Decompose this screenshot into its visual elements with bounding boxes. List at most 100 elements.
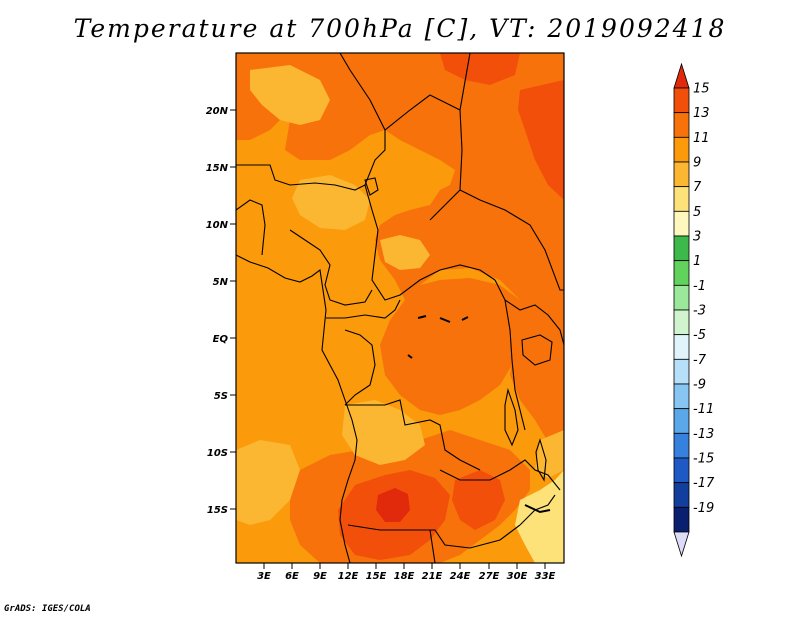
map-title: Temperature at 700hPa [C], VT: 201909241…: [73, 14, 727, 43]
lon-axis: 3E 6E 9E 12E 15E 18E 21E 24E 27E 30E 33E: [257, 563, 556, 582]
lon-label-18e: 18E: [394, 571, 415, 582]
border-gabon-congo: [326, 299, 401, 319]
border-central: [364, 184, 496, 301]
border-angola-namibia: [347, 524, 521, 549]
border-lakes: [504, 299, 564, 346]
colorbar-swatch: [673, 260, 690, 286]
colorbar-label: -11: [693, 402, 714, 417]
colorbar-swatch: [673, 112, 690, 138]
colorbar-label: -15: [693, 452, 714, 467]
temperature-map: [236, 53, 564, 563]
field-cool-southwest: [342, 400, 425, 465]
colorbar-label: -5: [693, 328, 706, 343]
colorbar-swatch: [673, 383, 690, 410]
colorbar-label: -3: [693, 304, 706, 319]
colorbar-swatch: [673, 186, 690, 212]
colorbar-label: -17: [693, 476, 715, 491]
colorbar-swatch: [673, 284, 690, 311]
colorbar-label: 5: [693, 205, 701, 220]
colorbar-swatch: [673, 210, 690, 237]
lat-label-15n: 15N: [206, 163, 229, 174]
colorbar-label: -19: [693, 501, 714, 516]
lon-label-6e: 6E: [285, 571, 299, 582]
lon-label-21e: 21E: [422, 571, 443, 582]
colorbar-label: -9: [693, 378, 706, 393]
colorbar-arrow-top: [673, 62, 690, 89]
lake-malawi: [535, 438, 547, 482]
lat-label-5s: 5S: [214, 391, 228, 402]
border-sudan-east: [459, 189, 564, 291]
field-cool-east-edge: [535, 430, 564, 478]
colorbar-swatch: [673, 309, 690, 336]
colorbar-swatch: [673, 235, 690, 262]
lon-label-27e: 27E: [479, 571, 500, 582]
colorbar-swatch: [673, 457, 690, 484]
field-cool-mid: [380, 235, 430, 270]
lat-label-10n: 10N: [206, 220, 229, 231]
colorbar-swatch: [673, 87, 690, 114]
lon-label-24e: 24E: [450, 571, 471, 582]
colorbar-label: -1: [693, 279, 706, 294]
lon-label-12e: 12E: [338, 571, 359, 582]
border-west-inner: [236, 199, 266, 256]
border-drc-angola: [345, 399, 481, 471]
border-chad-sudan: [459, 53, 471, 111]
lake-chad: [364, 177, 379, 196]
colorbar-label: -7: [693, 353, 707, 368]
border-zambia: [439, 459, 561, 491]
map-frame: [235, 52, 565, 564]
colorbar-label: 13: [693, 106, 710, 121]
colorbar-swatch: [673, 161, 690, 188]
lon-label-33e: 33E: [535, 571, 556, 582]
field-peak-south: [376, 488, 410, 522]
colorbar-swatch: [673, 432, 690, 459]
lat-label-15s: 15S: [207, 505, 228, 516]
lat-label-eq: EQ: [213, 334, 229, 345]
colorbar-label: 7: [693, 180, 702, 195]
colorbar-swatch: [673, 136, 690, 163]
colorbar-label: 1: [693, 254, 701, 269]
colorbar-swatch: [673, 482, 690, 508]
colorbar-label: 3: [693, 230, 701, 245]
field-cool-northwest: [250, 65, 330, 125]
field-coolest-southeast: [515, 470, 564, 563]
colorbar-label: 15: [693, 82, 710, 97]
field-warm-east: [510, 300, 564, 450]
colorbar-swatch: [673, 358, 690, 385]
field-cool-low: [236, 440, 300, 525]
field-hot-northeast: [518, 80, 564, 200]
colorbar-label: 9: [693, 156, 701, 171]
border-nigeria-cameroon: [289, 229, 373, 306]
lat-label-10s: 10S: [207, 448, 228, 459]
colorbar: 15 13 11 9 7 5 3 1 -1 -3 -5 -7 -9 -11 -13 -15 -17 -19: [673, 62, 715, 558]
border-mozambique: [519, 494, 556, 526]
colorbar-swatch: [673, 506, 690, 533]
border-north-2: [384, 94, 463, 221]
field-warm-center: [380, 278, 525, 415]
field-hot-southeast: [452, 470, 505, 530]
lat-label-5n: 5N: [213, 277, 229, 288]
grads-credit: GrADS: IGES/COLA: [4, 604, 91, 614]
lon-label-3e: 3E: [257, 571, 271, 582]
borders: [236, 53, 564, 563]
colorbar-swatch: [673, 334, 690, 360]
border-drc-west: [344, 329, 376, 406]
colorbar-arrow-bottom: [673, 531, 690, 558]
colorbar-label: 11: [693, 131, 710, 146]
lake-tanganyika: [504, 387, 519, 447]
basin-lake-marks: [407, 315, 551, 514]
lat-axis: 20N 15N 10N 5N EQ 5S 10S 15S: [206, 106, 236, 516]
colorbar-swatch: [673, 408, 690, 434]
field-hot-top: [440, 53, 520, 85]
border-south: [429, 529, 436, 563]
border-north-1: [236, 53, 386, 191]
colorbar-label: -13: [693, 427, 714, 442]
lat-label-20n: 20N: [206, 106, 229, 117]
lon-label-30e: 30E: [507, 571, 528, 582]
lon-label-15e: 15E: [366, 571, 387, 582]
lake-victoria: [521, 334, 553, 366]
lon-label-9e: 9E: [313, 571, 327, 582]
coastline-west-africa: [236, 254, 358, 563]
field-warm-north: [285, 53, 564, 300]
